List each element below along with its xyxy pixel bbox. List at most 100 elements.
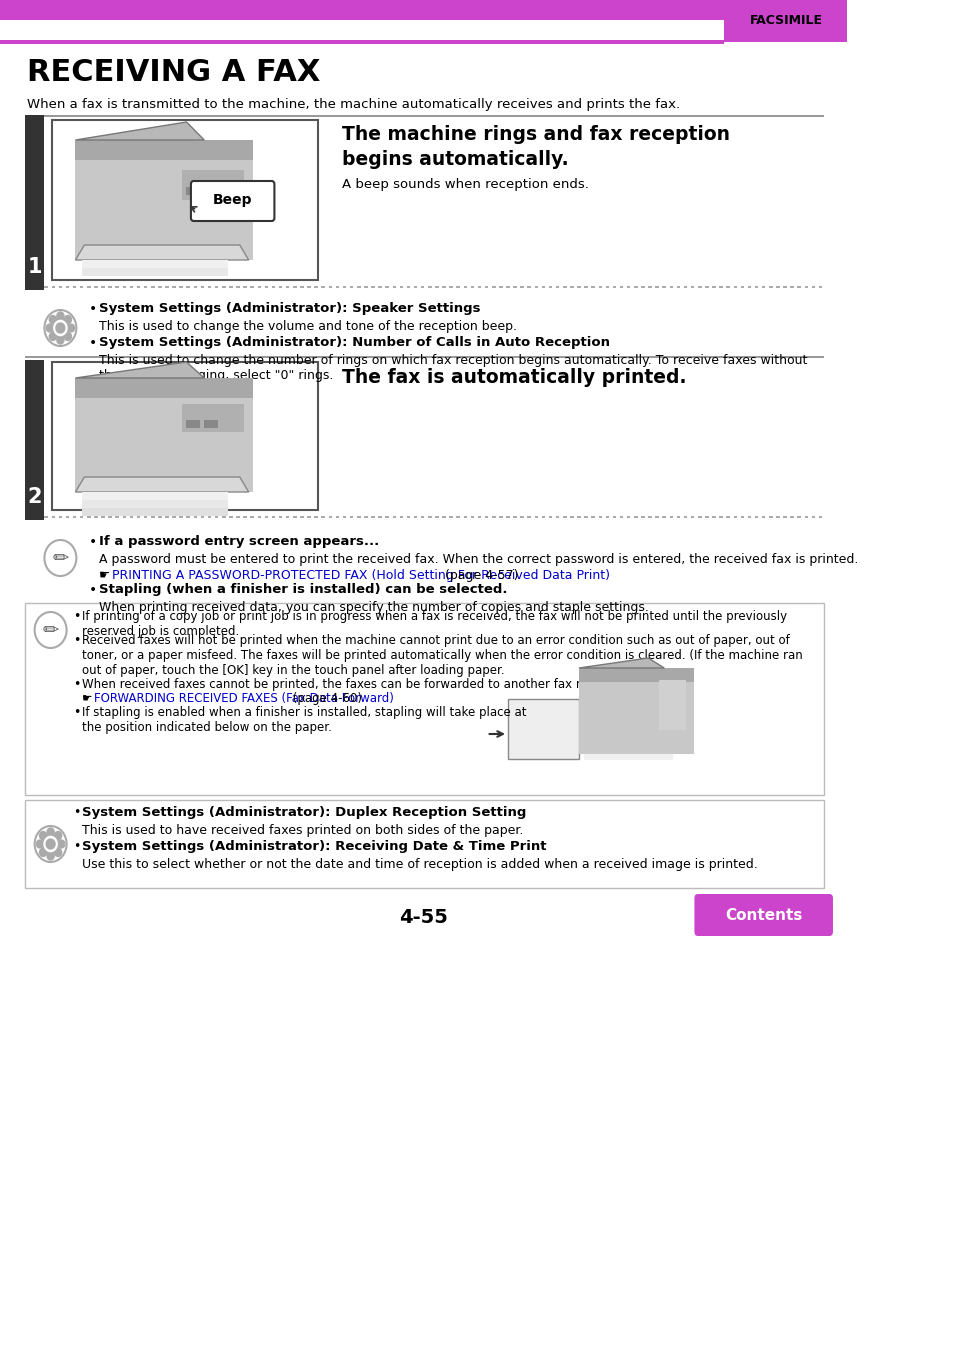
- Bar: [264, 286, 268, 288]
- Bar: [286, 516, 289, 518]
- Circle shape: [58, 840, 65, 848]
- Bar: [690, 516, 694, 518]
- Bar: [200, 516, 204, 518]
- Circle shape: [46, 838, 55, 849]
- Text: •: •: [72, 840, 80, 853]
- Bar: [25, 115, 823, 117]
- Bar: [725, 286, 729, 288]
- Bar: [222, 516, 225, 518]
- Bar: [115, 516, 119, 518]
- Bar: [101, 516, 105, 518]
- Bar: [754, 286, 758, 288]
- Bar: [186, 286, 190, 288]
- Bar: [75, 378, 253, 398]
- Text: •: •: [89, 535, 97, 549]
- Bar: [577, 286, 580, 288]
- Bar: [144, 286, 148, 288]
- Bar: [719, 286, 722, 288]
- Text: The fax is automatically printed.: The fax is automatically printed.: [341, 369, 685, 387]
- FancyBboxPatch shape: [507, 699, 578, 759]
- Circle shape: [54, 849, 62, 856]
- Bar: [250, 516, 253, 518]
- Bar: [562, 286, 566, 288]
- Circle shape: [34, 826, 67, 863]
- Bar: [25, 356, 823, 358]
- Bar: [498, 516, 502, 518]
- Bar: [182, 170, 244, 200]
- Bar: [754, 516, 758, 518]
- Bar: [385, 286, 389, 288]
- Bar: [165, 516, 169, 518]
- Text: The machine rings and fax reception
begins automatically.: The machine rings and fax reception begi…: [341, 126, 729, 169]
- Bar: [385, 516, 389, 518]
- Bar: [527, 516, 531, 518]
- Text: ☛: ☛: [99, 568, 114, 582]
- Bar: [442, 516, 445, 518]
- Bar: [66, 286, 70, 288]
- Text: •: •: [72, 610, 80, 622]
- Bar: [463, 516, 467, 518]
- Bar: [570, 516, 573, 518]
- Bar: [768, 286, 772, 288]
- Text: •: •: [89, 583, 97, 597]
- Bar: [328, 286, 332, 288]
- Text: System Settings (Administrator): Receiving Date & Time Print: System Settings (Administrator): Receivi…: [82, 840, 546, 853]
- Circle shape: [64, 332, 71, 340]
- Bar: [683, 286, 686, 288]
- Bar: [811, 516, 815, 518]
- Bar: [165, 286, 169, 288]
- FancyBboxPatch shape: [694, 894, 832, 936]
- Text: System Settings (Administrator): Speaker Settings: System Settings (Administrator): Speaker…: [99, 302, 480, 315]
- Bar: [392, 286, 395, 288]
- Bar: [136, 286, 140, 288]
- Bar: [598, 286, 601, 288]
- Bar: [75, 140, 253, 261]
- Bar: [87, 516, 91, 518]
- Bar: [286, 286, 289, 288]
- Text: System Settings (Administrator): Number of Calls in Auto Reception: System Settings (Administrator): Number …: [99, 336, 610, 350]
- Bar: [634, 286, 637, 288]
- Bar: [626, 516, 630, 518]
- Bar: [761, 516, 764, 518]
- Bar: [789, 516, 793, 518]
- Bar: [634, 516, 637, 518]
- Bar: [300, 286, 303, 288]
- Bar: [342, 516, 346, 518]
- Bar: [456, 286, 459, 288]
- Text: •: •: [72, 806, 80, 819]
- Bar: [648, 516, 651, 518]
- Bar: [619, 286, 622, 288]
- Bar: [399, 516, 403, 518]
- Bar: [122, 516, 126, 518]
- Bar: [661, 286, 665, 288]
- Bar: [719, 516, 722, 518]
- Bar: [797, 516, 801, 518]
- Bar: [109, 516, 112, 518]
- Text: ✏: ✏: [52, 548, 69, 567]
- Bar: [82, 508, 228, 516]
- FancyBboxPatch shape: [191, 181, 274, 221]
- Bar: [214, 516, 218, 518]
- Bar: [612, 516, 616, 518]
- Bar: [82, 269, 228, 275]
- Bar: [612, 286, 616, 288]
- Text: When received faxes cannot be printed, the faxes can be forwarded to another fax: When received faxes cannot be printed, t…: [82, 678, 629, 691]
- Polygon shape: [75, 477, 249, 491]
- Bar: [257, 516, 261, 518]
- Bar: [811, 286, 815, 288]
- Bar: [556, 286, 558, 288]
- Bar: [463, 286, 467, 288]
- Bar: [25, 115, 45, 290]
- Bar: [534, 516, 537, 518]
- Bar: [676, 516, 679, 518]
- Bar: [519, 286, 523, 288]
- Bar: [704, 516, 708, 518]
- Bar: [519, 516, 523, 518]
- Bar: [698, 286, 700, 288]
- Bar: [278, 516, 282, 518]
- Bar: [723, 0, 846, 42]
- Bar: [158, 516, 161, 518]
- Text: FORWARDING RECEIVED FAXES (Fax Data Forward): FORWARDING RECEIVED FAXES (Fax Data Forw…: [94, 693, 394, 705]
- Bar: [583, 516, 587, 518]
- Circle shape: [52, 319, 69, 338]
